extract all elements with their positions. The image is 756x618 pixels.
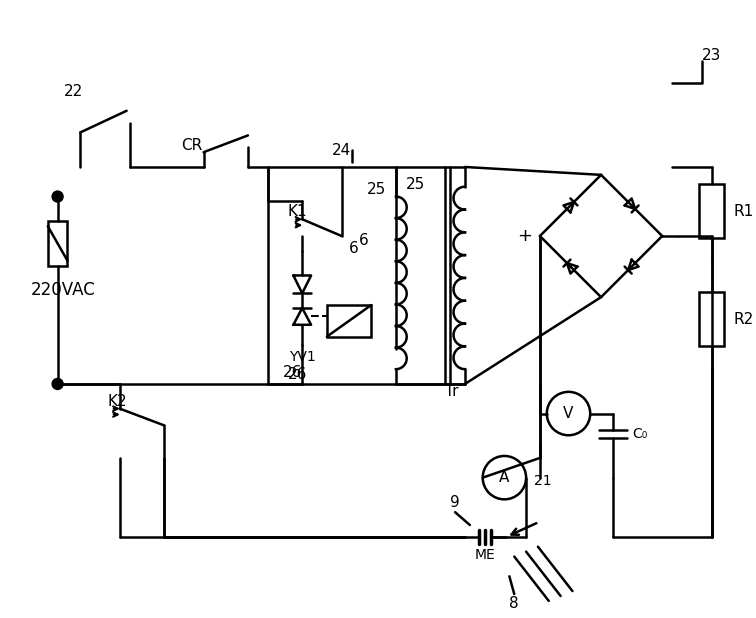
Text: 6: 6 [349, 242, 358, 256]
Text: -: - [675, 227, 681, 245]
Text: 23: 23 [702, 48, 721, 63]
Text: 6: 6 [358, 234, 368, 248]
Text: 22: 22 [64, 83, 83, 98]
Text: K1: K1 [287, 204, 307, 219]
Text: 24: 24 [332, 143, 352, 158]
Text: 8: 8 [510, 596, 519, 611]
Bar [699, 292, 724, 347]
Circle shape [53, 379, 63, 389]
Text: 25: 25 [406, 177, 426, 192]
Bar [48, 221, 67, 266]
Text: 9: 9 [451, 495, 460, 510]
Text: V: V [563, 406, 574, 421]
Circle shape [53, 192, 63, 201]
Text: R1: R1 [733, 204, 754, 219]
Text: 26: 26 [287, 366, 307, 381]
Bar [699, 184, 724, 238]
Text: Tr: Tr [445, 384, 459, 399]
Text: YV1: YV1 [289, 350, 315, 365]
Text: ME: ME [474, 548, 495, 562]
Text: 220VAC: 220VAC [31, 281, 96, 299]
Text: K2: K2 [108, 394, 128, 409]
Text: +: + [516, 227, 531, 245]
Bar [327, 305, 371, 337]
Text: R2: R2 [733, 312, 754, 328]
Text: C₀: C₀ [633, 427, 648, 441]
Text: 25: 25 [367, 182, 386, 197]
Text: 21: 21 [534, 473, 552, 488]
Text: A: A [499, 470, 510, 485]
Text: CR: CR [181, 138, 203, 153]
Text: 26: 26 [283, 365, 302, 379]
